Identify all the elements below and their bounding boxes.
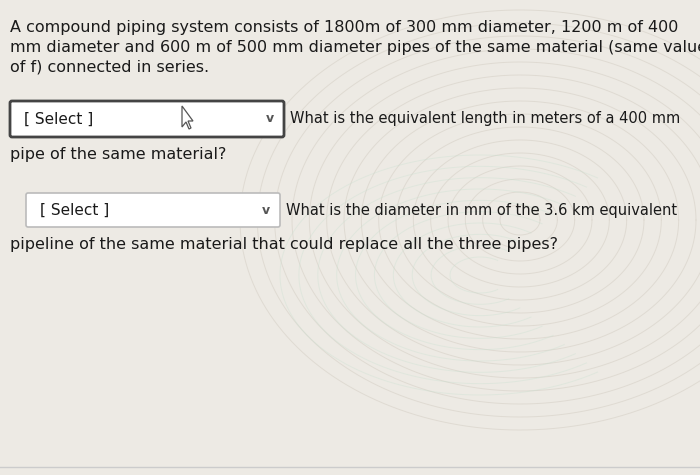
Text: of f) connected in series.: of f) connected in series. <box>10 60 209 75</box>
Text: [ Select ]: [ Select ] <box>24 112 93 126</box>
Text: A compound piping system consists of 1800m of 300 mm diameter, 1200 m of 400: A compound piping system consists of 180… <box>10 20 678 35</box>
Polygon shape <box>182 106 193 129</box>
FancyBboxPatch shape <box>26 193 280 227</box>
Text: What is the equivalent length in meters of a 400 mm: What is the equivalent length in meters … <box>290 112 680 126</box>
Text: v: v <box>266 113 274 125</box>
Text: mm diameter and 600 m of 500 mm diameter pipes of the same material (same value: mm diameter and 600 m of 500 mm diameter… <box>10 40 700 55</box>
Text: [ Select ]: [ Select ] <box>40 202 109 218</box>
Text: v: v <box>262 203 270 217</box>
FancyBboxPatch shape <box>10 101 284 137</box>
Text: What is the diameter in mm of the 3.6 km equivalent: What is the diameter in mm of the 3.6 km… <box>286 202 677 218</box>
Text: pipeline of the same material that could replace all the three pipes?: pipeline of the same material that could… <box>10 237 558 252</box>
Text: pipe of the same material?: pipe of the same material? <box>10 147 226 162</box>
